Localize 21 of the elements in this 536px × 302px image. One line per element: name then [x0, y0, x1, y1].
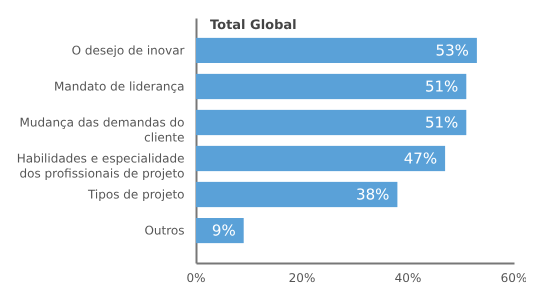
x-tick-label: 40%: [394, 271, 422, 285]
data-label: 51%: [424, 77, 458, 96]
bar: [196, 38, 477, 64]
bar: [196, 74, 466, 100]
x-tick-label: 0%: [186, 271, 206, 285]
y-tick-label: Habilidades e especialidade dos profissionais de projeto: [16, 152, 184, 181]
x-tick-label: 20%: [288, 271, 316, 285]
data-label: 51%: [424, 113, 458, 132]
bar: [196, 110, 466, 136]
y-tick-label: Mudança das demandas do cliente: [20, 115, 184, 144]
chart-title: Total Global: [210, 18, 297, 33]
bar: [196, 182, 398, 208]
y-tick-label: O desejo de inovar: [72, 43, 185, 58]
y-tick-label: Tipos de projeto: [86, 188, 184, 202]
data-label: 38%: [356, 186, 390, 204]
bar: [196, 146, 446, 172]
y-tick-label: Mandato de liderança: [54, 79, 184, 94]
y-tick-label: Outros: [144, 224, 184, 238]
data-label: 9%: [212, 222, 236, 240]
data-label: 47%: [404, 150, 438, 168]
data-label: 53%: [436, 41, 469, 60]
